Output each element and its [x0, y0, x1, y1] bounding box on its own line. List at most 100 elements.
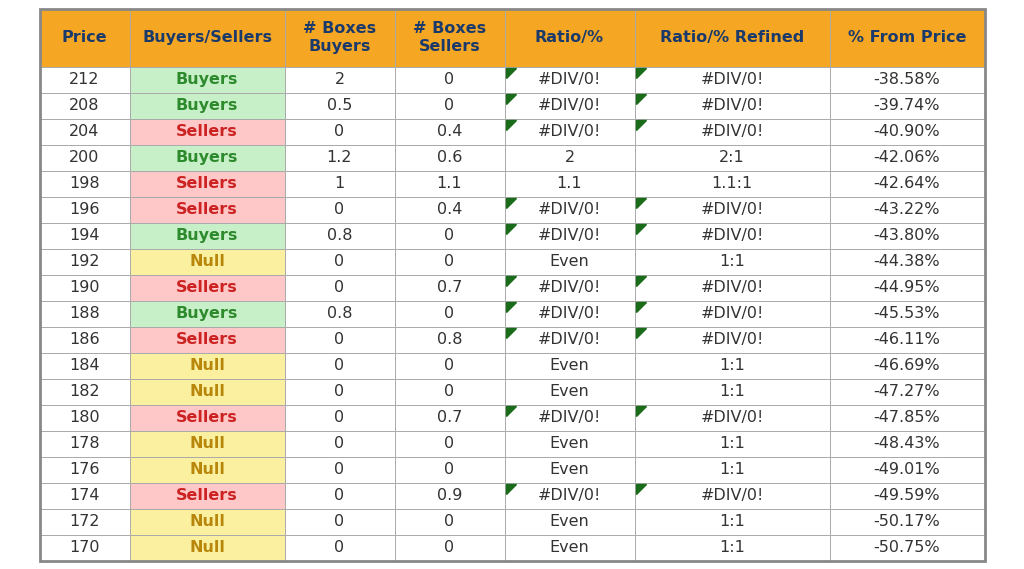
Bar: [285, 196, 394, 222]
Bar: [394, 67, 505, 93]
Polygon shape: [637, 484, 646, 494]
Bar: [505, 9, 635, 67]
Bar: [40, 483, 129, 509]
Bar: [129, 9, 285, 67]
Bar: [40, 534, 129, 560]
Polygon shape: [507, 303, 516, 312]
Text: Even: Even: [550, 384, 590, 399]
Bar: [394, 509, 505, 534]
Bar: [505, 456, 635, 483]
Text: 180: 180: [70, 410, 99, 425]
Text: 0.9: 0.9: [437, 488, 462, 503]
Text: 0: 0: [444, 98, 455, 113]
Bar: [285, 353, 394, 378]
Bar: [635, 534, 829, 560]
Bar: [40, 509, 129, 534]
Bar: [505, 145, 635, 171]
Bar: [285, 145, 394, 171]
Bar: [635, 9, 829, 67]
Text: 186: 186: [70, 332, 99, 347]
Bar: [40, 93, 129, 118]
Bar: [635, 274, 829, 300]
Text: 0.8: 0.8: [437, 332, 462, 347]
Bar: [285, 483, 394, 509]
Bar: [394, 274, 505, 300]
Bar: [40, 67, 129, 93]
Bar: [394, 171, 505, 196]
Polygon shape: [637, 225, 646, 234]
Text: Null: Null: [189, 254, 225, 269]
Bar: [129, 456, 285, 483]
Text: Sellers: Sellers: [176, 124, 238, 139]
Bar: [285, 534, 394, 560]
Text: 0: 0: [335, 332, 344, 347]
Bar: [505, 67, 635, 93]
Polygon shape: [507, 94, 516, 105]
Bar: [505, 378, 635, 405]
Text: Even: Even: [550, 358, 590, 373]
Text: Buyers: Buyers: [176, 306, 239, 321]
Text: #DIV/0!: #DIV/0!: [700, 202, 764, 217]
Bar: [829, 509, 984, 534]
Text: #DIV/0!: #DIV/0!: [538, 98, 601, 113]
Bar: [129, 378, 285, 405]
Bar: [40, 378, 129, 405]
Polygon shape: [507, 121, 516, 130]
Text: 190: 190: [70, 280, 99, 295]
Bar: [285, 118, 394, 145]
Text: 1:1: 1:1: [719, 358, 744, 373]
Text: Sellers: Sellers: [176, 202, 238, 217]
Bar: [40, 431, 129, 456]
Bar: [394, 196, 505, 222]
Text: Sellers: Sellers: [176, 488, 238, 503]
Text: #DIV/0!: #DIV/0!: [700, 228, 764, 243]
Text: 178: 178: [70, 436, 99, 451]
Text: -43.22%: -43.22%: [873, 202, 940, 217]
Bar: [285, 274, 394, 300]
Text: 0: 0: [335, 124, 344, 139]
Text: # Boxes
Sellers: # Boxes Sellers: [413, 21, 486, 53]
Text: #DIV/0!: #DIV/0!: [538, 202, 601, 217]
Text: -42.64%: -42.64%: [873, 176, 940, 191]
Bar: [829, 456, 984, 483]
Text: Buyers: Buyers: [176, 72, 239, 87]
Text: 1.1: 1.1: [436, 176, 462, 191]
Bar: [129, 67, 285, 93]
Polygon shape: [637, 68, 646, 79]
Bar: [129, 509, 285, 534]
Bar: [635, 456, 829, 483]
Bar: [635, 93, 829, 118]
Text: Buyers: Buyers: [176, 98, 239, 113]
Bar: [505, 274, 635, 300]
Bar: [829, 171, 984, 196]
Text: Even: Even: [550, 514, 590, 529]
Bar: [505, 196, 635, 222]
Text: -40.90%: -40.90%: [873, 124, 940, 139]
Text: -50.17%: -50.17%: [873, 514, 940, 529]
Text: 1:1: 1:1: [719, 384, 744, 399]
Bar: [505, 249, 635, 274]
Text: 172: 172: [70, 514, 99, 529]
Polygon shape: [507, 328, 516, 339]
Bar: [505, 509, 635, 534]
Text: -46.11%: -46.11%: [873, 332, 940, 347]
Bar: [394, 93, 505, 118]
Bar: [40, 9, 129, 67]
Text: 0: 0: [335, 514, 344, 529]
Bar: [285, 222, 394, 249]
Text: # Boxes
Buyers: # Boxes Buyers: [303, 21, 376, 53]
Text: Sellers: Sellers: [176, 280, 238, 295]
Bar: [829, 483, 984, 509]
Text: 0.4: 0.4: [437, 124, 462, 139]
Bar: [394, 249, 505, 274]
Text: -50.75%: -50.75%: [873, 540, 940, 555]
Text: -38.58%: -38.58%: [873, 72, 940, 87]
Text: 0: 0: [444, 254, 455, 269]
Text: 0: 0: [335, 436, 344, 451]
Bar: [40, 118, 129, 145]
Polygon shape: [637, 328, 646, 339]
Bar: [40, 171, 129, 196]
Polygon shape: [507, 199, 516, 208]
Text: 212: 212: [70, 72, 99, 87]
Bar: [394, 300, 505, 327]
